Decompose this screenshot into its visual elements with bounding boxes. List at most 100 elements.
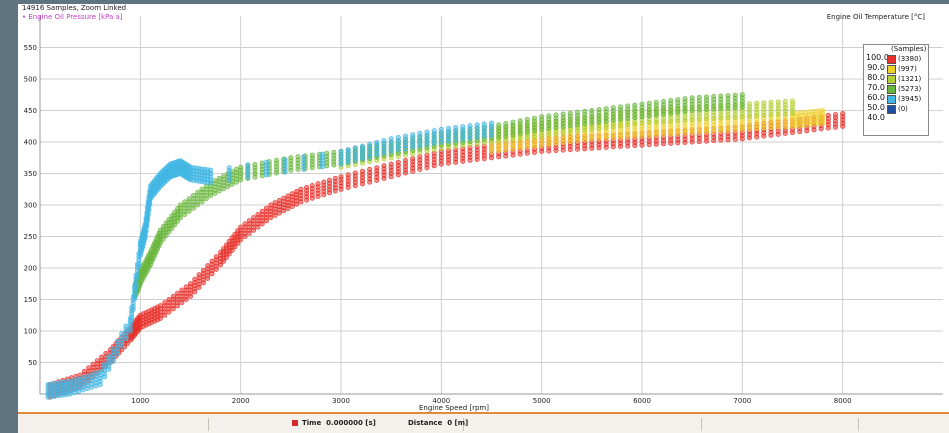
data-point [89,372,95,378]
data-point [807,109,813,115]
data-point [445,126,451,132]
data-point [246,218,252,224]
scatter-plot[interactable]: 1000 2000 3000 4000 5000 6000 7000 8000 50 100 150… [18,4,949,412]
series-label: • Engine Oil Pressure [kPa a] [22,13,123,21]
data-point [438,126,444,132]
data-point [268,202,274,208]
data-point [298,186,304,192]
series-label-text: Engine Oil Pressure [kPa a] [28,13,123,21]
data-point [825,112,831,118]
data-point [481,121,487,127]
time-readout[interactable]: Time 0.000000 [s] [302,419,376,427]
legend-tick: 50.0 [867,103,885,112]
scatter-plot-panel: 1000 2000 3000 4000 5000 6000 7000 8000 50 100 150… [18,4,949,433]
data-point [309,152,315,158]
y-tick-label: 550 [24,44,37,52]
data-point [90,361,96,367]
y-tick-label: 500 [24,76,37,84]
x-tick-label: 1000 [131,397,149,405]
x-tick-label: 3000 [332,397,350,405]
data-point [119,331,125,337]
data-point [768,99,774,105]
status-divider [858,418,859,431]
data-point [402,157,408,163]
data-point [93,370,99,376]
data-point [304,185,310,191]
data-point [682,96,688,102]
data-point [453,125,459,131]
data-point [259,160,265,166]
data-point [367,141,373,147]
legend-bin[interactable]: (3380) [864,55,928,65]
data-point [417,154,423,160]
data-point [381,138,387,144]
data-point [639,101,645,107]
x-tick-label: 8000 [834,397,852,405]
data-point [746,101,752,107]
data-point [531,115,537,121]
y-tick-label: 300 [24,202,37,210]
sample-info: 14916 Samples, Zoom Linked [22,4,127,12]
data-point [395,135,401,141]
data-point [282,157,288,163]
data-point [374,140,380,146]
data-point [345,147,351,153]
distance-value: 0 [m] [447,419,469,427]
data-point [417,130,423,136]
legend-bin[interactable]: (0) [864,105,928,115]
data-point [178,202,184,208]
data-point [301,154,307,160]
data-point [255,212,261,218]
data-point [195,189,201,195]
legend-bin[interactable]: (1321) [864,75,928,85]
data-point [84,373,90,379]
data-point [761,100,767,106]
data-point [503,121,509,127]
legend-count: (5273) [898,85,922,93]
data-point [811,108,817,114]
data-point [352,145,358,151]
data-point [567,110,573,116]
data-point [359,168,365,174]
data-point [388,161,394,167]
data-point [264,205,270,211]
legend-swatch [887,75,896,84]
distance-label: Distance [408,419,443,427]
data-point [338,148,344,154]
x-tick-label: 4000 [432,397,450,405]
data-point [319,151,325,157]
data-point [188,281,194,287]
data-point [200,267,206,273]
data-point [711,94,717,100]
data-point [460,124,466,130]
y-tick-label: 400 [24,139,37,147]
data-point [190,193,196,199]
legend-bin[interactable]: (3945) [864,95,928,105]
y-tick-label: 350 [24,170,37,178]
data-point [94,358,100,364]
distance-readout[interactable]: Distance 0 [m] [408,419,468,427]
plot-area[interactable] [18,16,949,412]
legend-tick: 80.0 [867,73,885,82]
legend-bin[interactable]: (997) [864,65,928,75]
data-point [196,272,202,278]
y-tick-label: 100 [24,328,37,336]
data-point [216,175,222,181]
status-divider [701,418,702,431]
data-point [76,376,82,382]
data-point [295,154,301,160]
color-channel-label: Engine Oil Temperature [°C] [826,13,925,21]
x-tick-label: 5000 [533,397,551,405]
data-point [815,108,821,114]
data-point [732,92,738,98]
y-tick-label: 150 [24,296,37,304]
data-point [689,95,695,101]
data-point [775,99,781,105]
data-point [596,107,602,113]
time-marker-icon [292,420,298,426]
data-point [242,221,248,227]
data-point [208,167,214,173]
legend-swatch [887,95,896,104]
data-point [352,170,358,176]
legend-bin[interactable]: (5273) [864,85,928,95]
